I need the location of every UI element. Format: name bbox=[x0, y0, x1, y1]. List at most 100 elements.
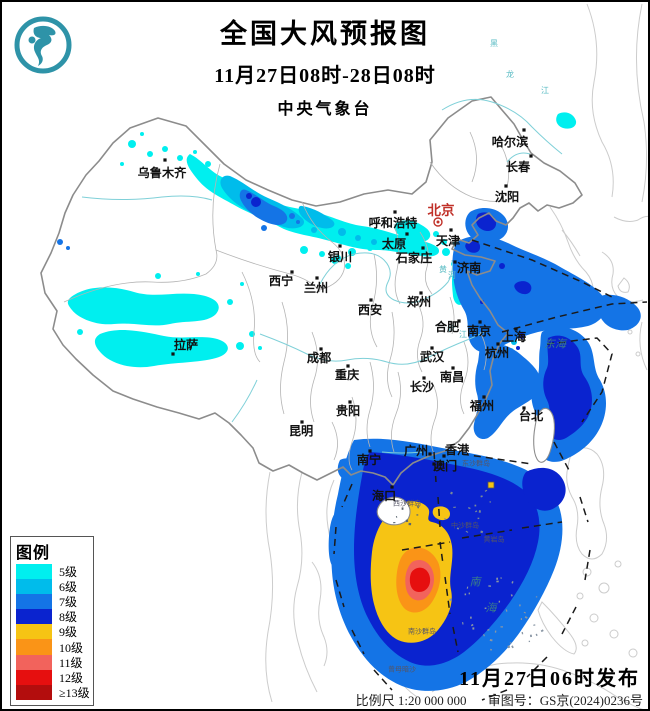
city-dot bbox=[504, 184, 508, 188]
city-dot bbox=[449, 228, 453, 232]
legend-rows: 5级 6级 7级 8级 9级 10级 11级 12级 ≥13级 bbox=[16, 564, 93, 700]
city-dot bbox=[451, 366, 455, 370]
city-label: 郑州 bbox=[407, 294, 431, 309]
legend-swatch bbox=[16, 684, 52, 700]
legend-label: 11级 bbox=[59, 655, 83, 670]
islet-speck bbox=[465, 530, 469, 533]
islet-speck bbox=[535, 633, 538, 637]
city-dot bbox=[390, 485, 394, 489]
city-dot bbox=[478, 320, 482, 324]
river-name-label: 河 bbox=[448, 270, 456, 280]
islet-speck bbox=[498, 600, 501, 603]
legend-swatch bbox=[16, 594, 52, 610]
legend-item: 8级 bbox=[16, 609, 93, 625]
legend-item: 7级 bbox=[16, 594, 93, 610]
city-label: 台北 bbox=[519, 408, 544, 423]
city-label: 昆明 bbox=[289, 424, 313, 438]
sea-name-label: 海 bbox=[486, 602, 499, 615]
islet-speck bbox=[449, 598, 452, 601]
legend-title: 图例 bbox=[16, 545, 51, 562]
river-name-label: 长 bbox=[447, 323, 455, 333]
legend-label: 6级 bbox=[59, 580, 78, 595]
city-label: 香港 bbox=[444, 442, 470, 457]
city-dot bbox=[163, 158, 167, 162]
capital-label: 北京 bbox=[428, 202, 455, 218]
islet-speck bbox=[470, 616, 472, 619]
china-border bbox=[40, 96, 583, 526]
legend-item: ≥13级 bbox=[16, 684, 93, 700]
legend-item: 6级 bbox=[16, 579, 93, 595]
islet-speck bbox=[496, 580, 499, 583]
islet-speck bbox=[521, 631, 524, 635]
legend-label: 12级 bbox=[59, 670, 84, 685]
city-label: 石家庄 bbox=[395, 250, 433, 265]
city-label: 西宁 bbox=[269, 273, 293, 288]
islet-speck bbox=[519, 604, 521, 607]
city-dot bbox=[290, 270, 294, 274]
islet-speck bbox=[450, 491, 453, 495]
legend-item: 11级 bbox=[16, 654, 93, 670]
legend-swatch bbox=[16, 654, 52, 670]
islet-speck bbox=[511, 581, 514, 584]
legend-item: 9级 bbox=[16, 624, 93, 640]
legend-box: 图例 5级 6级 7级 8级 9级 10级 11级 12级 ≥13级 bbox=[10, 536, 94, 706]
islet-speck bbox=[505, 609, 508, 612]
islet-speck bbox=[404, 502, 406, 504]
legend-swatch bbox=[16, 624, 52, 640]
legend-swatch bbox=[16, 669, 52, 685]
island-name-label: 曾母暗沙 bbox=[388, 665, 416, 674]
capital-marker bbox=[433, 217, 443, 227]
islet-speck bbox=[520, 618, 522, 621]
city-dot bbox=[346, 364, 350, 368]
city-label: 济南 bbox=[457, 260, 481, 275]
city-dot bbox=[369, 298, 373, 302]
islet-speck bbox=[453, 506, 456, 509]
river-name-label: 江 bbox=[541, 86, 549, 95]
islet-speck bbox=[535, 596, 538, 598]
legend-swatch bbox=[16, 579, 52, 595]
islet-speck bbox=[533, 624, 536, 626]
city-label: 长春 bbox=[506, 159, 531, 174]
city-label: 乌鲁木齐 bbox=[138, 165, 188, 180]
city-dot bbox=[522, 128, 526, 132]
legend-label: 5级 bbox=[59, 565, 78, 580]
islet-speck bbox=[462, 622, 464, 625]
city-label: 呼和浩特 bbox=[369, 215, 418, 230]
city-dot bbox=[496, 342, 500, 346]
nine-dash-line bbox=[333, 239, 648, 701]
city-label: 杭州 bbox=[485, 345, 509, 360]
islet-speck bbox=[475, 510, 478, 513]
islet-speck bbox=[478, 510, 481, 513]
legend-label: 9级 bbox=[59, 625, 78, 640]
wind-layer-typhoon-core bbox=[370, 481, 495, 643]
city-label: 银川 bbox=[328, 249, 352, 264]
island-name-label: 黄岩岛 bbox=[484, 535, 505, 544]
city-dot bbox=[421, 246, 425, 250]
sea-name-label: 南 bbox=[470, 576, 483, 589]
scale-label: 比例尺 1:20 000 000 bbox=[355, 693, 467, 708]
islet-speck bbox=[474, 504, 477, 507]
city-dot bbox=[171, 352, 175, 356]
islet-speck bbox=[444, 518, 446, 520]
legend-item: 10级 bbox=[16, 639, 93, 655]
city-label: 澳门 bbox=[433, 458, 457, 473]
island-specks bbox=[393, 489, 544, 651]
city-label: 天津 bbox=[436, 233, 460, 248]
islet-speck bbox=[529, 634, 533, 638]
city-dot bbox=[338, 244, 342, 248]
city-dot bbox=[432, 462, 436, 466]
legend-item: 12级 bbox=[16, 669, 93, 685]
islet-speck bbox=[523, 611, 526, 614]
city-label: 贵阳 bbox=[336, 403, 360, 418]
city-label: 合肥 bbox=[435, 319, 459, 334]
islet-speck bbox=[540, 629, 544, 633]
city-label: 太原 bbox=[381, 236, 406, 251]
city-dot bbox=[422, 376, 426, 380]
city-dot bbox=[522, 406, 526, 410]
city-dot bbox=[428, 452, 432, 456]
city-label: 南京 bbox=[467, 323, 491, 338]
city-label: 海口 bbox=[372, 488, 396, 503]
